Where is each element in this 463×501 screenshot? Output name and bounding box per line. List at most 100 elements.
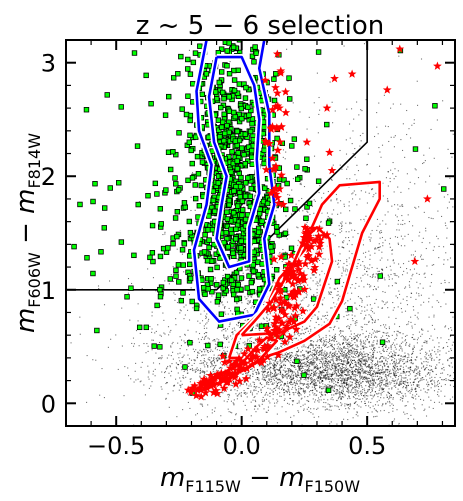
background-point [409, 368, 411, 371]
background-point [326, 365, 328, 367]
background-point [292, 178, 294, 180]
background-point [335, 260, 337, 262]
background-point [203, 371, 206, 373]
background-point [401, 214, 403, 217]
background-point [324, 258, 326, 260]
background-point [215, 346, 217, 348]
background-point [352, 366, 354, 368]
background-point [282, 373, 284, 375]
background-point [368, 295, 370, 297]
background-point [271, 382, 274, 384]
background-point [211, 365, 213, 367]
background-point [348, 123, 351, 125]
background-point [403, 358, 405, 360]
background-point [204, 336, 206, 338]
background-point [401, 205, 403, 207]
background-point [401, 350, 403, 352]
background-point [227, 394, 229, 396]
background-point [402, 396, 404, 398]
background-point [339, 385, 341, 387]
background-point [362, 360, 364, 362]
background-point [95, 359, 97, 361]
background-point [449, 177, 451, 179]
background-point [347, 352, 350, 354]
background-point [279, 364, 281, 366]
background-point [450, 486, 451, 487]
background-point [364, 317, 366, 319]
background-point [277, 370, 280, 372]
background-point [400, 235, 402, 237]
background-point [314, 355, 316, 357]
background-point [395, 214, 397, 216]
background-point [270, 342, 272, 344]
background-point [283, 354, 285, 356]
background-point [444, 279, 446, 281]
background-point [378, 165, 381, 167]
background-point [265, 393, 267, 395]
background-point [343, 358, 345, 360]
background-point [345, 336, 347, 338]
background-point [394, 367, 396, 370]
background-point [381, 387, 383, 389]
background-point [423, 273, 425, 275]
background-point [352, 356, 354, 358]
background-point [301, 329, 303, 331]
background-point [329, 404, 331, 406]
background-point [183, 340, 185, 342]
background-point [301, 366, 303, 368]
background-point [204, 366, 206, 368]
background-point [267, 409, 269, 411]
background-point [360, 140, 362, 142]
background-point [447, 359, 449, 361]
background-point [382, 373, 384, 375]
background-point [406, 173, 408, 175]
background-point [353, 387, 355, 389]
background-point [331, 379, 333, 381]
background-point [266, 383, 268, 385]
background-point [386, 382, 388, 385]
background-point [232, 385, 234, 387]
background-point [325, 374, 327, 376]
background-point [376, 339, 378, 341]
background-point [382, 388, 384, 390]
background-point [445, 378, 447, 380]
background-point [254, 369, 256, 371]
background-point [428, 354, 430, 356]
background-point [285, 411, 287, 413]
background-point [316, 292, 318, 294]
background-point [273, 370, 275, 372]
background-point [327, 355, 330, 358]
background-point [299, 376, 301, 379]
background-point [405, 385, 407, 387]
background-point [355, 353, 357, 355]
background-point [312, 380, 314, 382]
background-point [266, 316, 268, 318]
background-point [303, 378, 305, 380]
background-point [416, 385, 418, 387]
background-point [232, 380, 234, 382]
background-point [347, 377, 349, 379]
background-point [337, 299, 339, 301]
background-point [361, 358, 363, 360]
background-point [199, 372, 201, 375]
background-point [305, 378, 307, 380]
background-point [345, 383, 348, 385]
background-point [426, 373, 428, 375]
background-point [296, 374, 298, 376]
background-point [339, 386, 341, 388]
background-point [290, 354, 292, 356]
background-point [233, 370, 235, 372]
background-point [371, 307, 373, 309]
background-point [335, 350, 337, 352]
background-point [308, 369, 310, 372]
background-point [403, 377, 405, 379]
background-point [394, 366, 396, 368]
background-point [428, 147, 430, 149]
background-point [246, 383, 248, 385]
background-point [368, 341, 370, 343]
background-point [304, 363, 306, 365]
background-point [313, 373, 315, 375]
background-point [305, 357, 307, 359]
background-point [379, 380, 381, 382]
background-point [355, 376, 357, 378]
